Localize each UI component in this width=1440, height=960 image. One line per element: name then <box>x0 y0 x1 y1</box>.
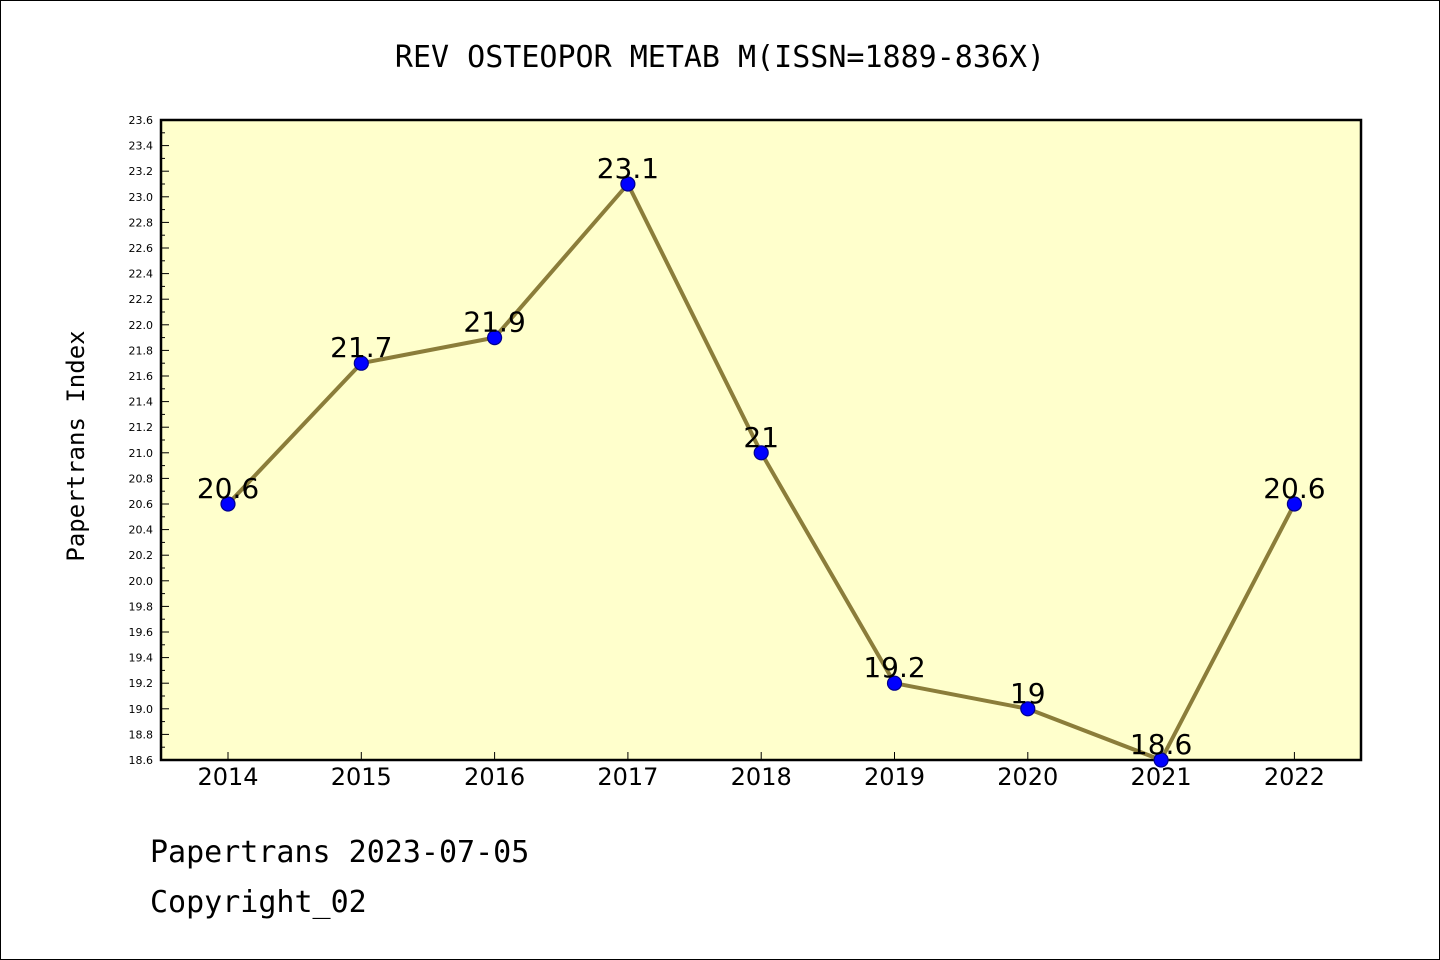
data-point <box>487 330 503 346</box>
data-point <box>620 176 636 192</box>
x-tick-label: 2015 <box>331 763 392 791</box>
data-label: 18.6 <box>1130 728 1192 761</box>
chart-title: REV OSTEOPOR METAB M(ISSN=1889-836X) <box>395 40 1045 75</box>
x-tick-label: 2014 <box>197 763 258 791</box>
y-tick-label: 20.4 <box>129 524 154 537</box>
y-tick-label: 19.0 <box>129 703 154 716</box>
y-axis: 18.6 18.8 19.0 19.2 19.4 19.6 19.8 20.0 20.2 20.4… <box>129 114 169 767</box>
x-tick-label: 2019 <box>864 763 925 791</box>
data-labels: 20.6 21.7 21.9 23.1 21 19.2 19 18.6 20.6 <box>197 152 1326 761</box>
y-tick-label: 18.6 <box>129 754 154 767</box>
data-label: 20.6 <box>197 472 259 505</box>
data-label: 19.2 <box>863 651 925 684</box>
footer-copyright: Copyright_02 <box>150 885 367 920</box>
plot-area <box>159 118 1363 762</box>
x-tick-label: 2021 <box>1131 763 1192 791</box>
data-label: 23.1 <box>597 152 659 185</box>
y-tick-label: 20.8 <box>129 472 154 485</box>
x-tick-label: 2018 <box>731 763 792 791</box>
y-tick-label: 20.0 <box>129 575 154 588</box>
y-tick-label: 23.6 <box>129 114 154 127</box>
y-tick-label: 19.8 <box>129 600 154 613</box>
x-tick-label: 2022 <box>1264 763 1325 791</box>
data-label: 21.9 <box>463 306 525 339</box>
y-tick-label: 19.2 <box>129 677 154 690</box>
data-point <box>886 675 903 691</box>
y-tick-label: 22.0 <box>129 319 154 332</box>
y-tick-label: 18.8 <box>129 728 154 741</box>
y-tick-label: 22.6 <box>129 242 154 255</box>
y-tick-label: 21.2 <box>129 421 154 434</box>
y-tick-label: 21.6 <box>129 370 154 383</box>
data-point <box>1020 701 1036 717</box>
data-point <box>1153 752 1169 768</box>
y-tick-label: 20.2 <box>129 549 154 562</box>
data-point <box>1286 496 1303 512</box>
x-tick-label: 2020 <box>997 763 1058 791</box>
y-tick-label: 22.4 <box>129 268 154 281</box>
y-tick-label: 23.2 <box>129 165 154 178</box>
y-tick-label: 19.4 <box>129 652 154 665</box>
data-label: 19 <box>1010 677 1046 710</box>
y-tick-label: 19.6 <box>129 626 154 639</box>
data-point <box>220 496 236 512</box>
data-label: 21.7 <box>330 331 392 364</box>
y-tick-label: 21.4 <box>129 396 154 409</box>
x-tick-label: 2016 <box>464 763 525 791</box>
y-tick-label: 22.8 <box>129 216 154 229</box>
footer-date: Papertrans 2023-07-05 <box>150 835 530 870</box>
data-markers <box>220 176 1303 768</box>
y-tick-label: 22.2 <box>129 293 154 306</box>
data-label: 21 <box>743 421 779 454</box>
data-point <box>353 355 369 371</box>
y-tick-label: 20.6 <box>129 498 154 511</box>
x-axis: 2014 2015 2016 2017 2018 2019 2020 2021 2022 <box>197 752 1325 791</box>
y-tick-label: 23.0 <box>129 191 154 204</box>
x-tick-label: 2017 <box>597 763 658 791</box>
y-axis-label: Papertrans Index <box>62 330 90 561</box>
data-label: 20.6 <box>1263 472 1325 505</box>
data-point <box>753 445 769 461</box>
y-tick-label: 21.8 <box>129 344 154 357</box>
y-tick-label: 23.4 <box>129 140 154 153</box>
y-tick-label: 21.0 <box>129 447 154 460</box>
